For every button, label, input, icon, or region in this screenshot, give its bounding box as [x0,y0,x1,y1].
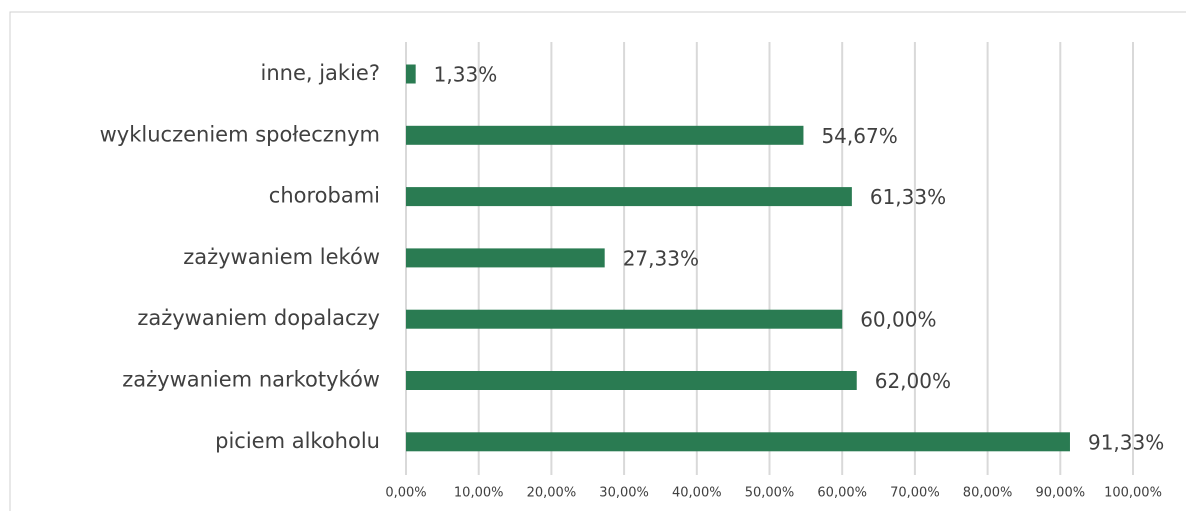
y-tick-label: zażywaniem narkotyków [122,368,380,392]
data-label: 27,33% [623,246,699,270]
y-tick-label: zażywaniem dopalaczy [137,306,380,330]
x-tick-label: 0,00% [385,486,426,501]
x-tick-label: 60,00% [817,486,867,501]
bar [406,125,804,145]
bar [406,371,857,390]
x-tick-label: 90,00% [1036,486,1086,501]
bar [406,309,843,329]
x-tick-label: 40,00% [672,486,722,501]
bar [406,432,1070,452]
data-label: 54,67% [821,124,897,148]
data-label: 62,00% [875,369,951,393]
y-tick-label: wykluczeniem społecznym [100,122,380,146]
x-tick-label: 50,00% [745,486,795,501]
data-label: 1,33% [434,63,498,87]
bar [406,187,852,207]
chart-frame [9,11,1186,511]
data-label: 91,33% [1088,430,1164,454]
bar [406,248,605,268]
y-tick-label: zażywaniem leków [183,245,380,269]
y-tick-label: inne, jakie? [261,61,381,85]
x-tick-label: 10,00% [454,486,504,501]
x-tick-label: 70,00% [890,486,940,501]
data-label: 60,00% [860,308,936,332]
x-tick-label: 30,00% [599,486,649,501]
data-label: 61,33% [870,185,946,209]
y-tick-label: piciem alkoholu [215,429,380,453]
y-tick-label: chorobami [269,184,380,208]
x-tick-label: 100,00% [1104,486,1162,501]
x-tick-label: 20,00% [527,486,577,501]
x-tick-label: 80,00% [963,486,1013,501]
bar [406,64,416,84]
